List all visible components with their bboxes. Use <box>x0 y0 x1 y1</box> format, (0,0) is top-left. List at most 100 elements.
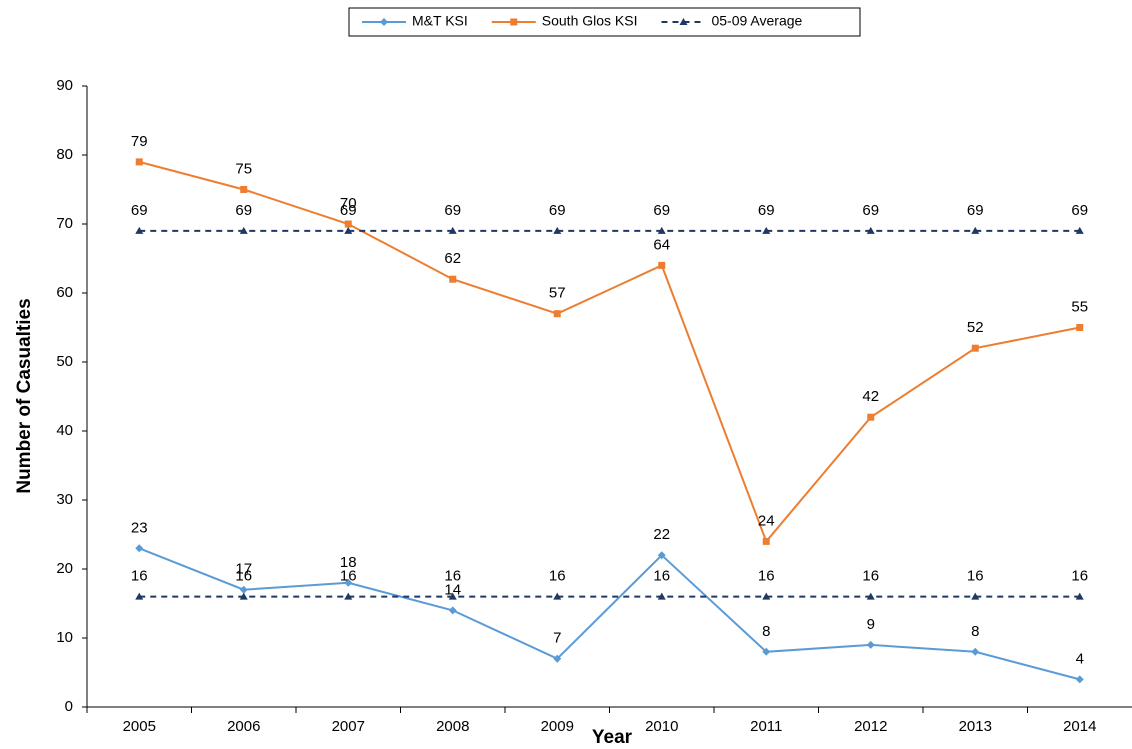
point <box>553 654 562 663</box>
data-label: 22 <box>653 526 670 543</box>
data-label: 70 <box>340 195 357 212</box>
point <box>971 226 980 234</box>
x-tick-label: 2011 <box>750 718 782 735</box>
legend-marker <box>510 18 518 26</box>
point <box>657 226 666 234</box>
data-label: 69 <box>131 202 148 219</box>
y-tick-label: 60 <box>56 284 73 301</box>
point <box>1076 324 1084 331</box>
point <box>448 226 457 234</box>
data-label: 16 <box>340 568 357 585</box>
point <box>135 544 144 553</box>
x-tick-label: 2010 <box>645 718 678 735</box>
data-label: 16 <box>444 568 461 585</box>
data-label: 69 <box>549 202 566 219</box>
point <box>344 220 352 228</box>
data-label: 69 <box>967 202 984 219</box>
y-tick-label: 90 <box>56 77 73 94</box>
y-tick-label: 40 <box>56 422 73 439</box>
data-label: 75 <box>235 160 252 177</box>
data-label: 69 <box>862 202 879 219</box>
y-axis-title: Number of Casualties <box>14 298 35 493</box>
data-label: 55 <box>1071 298 1088 315</box>
point <box>866 640 875 649</box>
point <box>135 158 143 166</box>
point <box>866 226 875 234</box>
data-label: 42 <box>862 388 879 405</box>
point <box>762 592 771 600</box>
x-tick-label: 2007 <box>332 718 365 735</box>
data-label: 52 <box>967 319 984 336</box>
point <box>971 647 980 656</box>
data-label: 16 <box>967 568 984 585</box>
series-line <box>138 547 1081 681</box>
data-label: 69 <box>340 202 357 219</box>
point <box>135 226 144 234</box>
data-label: 64 <box>653 236 670 253</box>
point <box>344 226 353 234</box>
data-label: 16 <box>862 568 879 585</box>
legend-label: M&T KSI <box>412 13 468 29</box>
data-label: 57 <box>549 285 566 302</box>
y-tick-label: 30 <box>56 491 73 508</box>
x-tick-label: 2009 <box>541 718 574 735</box>
y-tick-label: 50 <box>56 353 73 370</box>
point <box>658 261 666 269</box>
data-label: 9 <box>867 616 875 633</box>
point <box>449 275 457 283</box>
data-label: 16 <box>653 568 670 585</box>
x-tick-label: 2005 <box>123 718 156 735</box>
point <box>344 592 353 600</box>
point <box>240 186 248 193</box>
point <box>448 606 457 615</box>
legend-label: 05-09 Average <box>711 13 802 29</box>
point <box>239 585 248 594</box>
point <box>867 413 875 421</box>
y-tick-label: 70 <box>56 215 73 232</box>
point <box>1075 592 1084 600</box>
data-label: 7 <box>553 630 561 647</box>
data-label: 23 <box>131 519 148 536</box>
point <box>553 592 562 600</box>
y-tick-label: 10 <box>56 629 73 646</box>
data-label: 24 <box>758 512 775 529</box>
y-tick-label: 20 <box>56 560 73 577</box>
series-line <box>138 160 1080 544</box>
point <box>971 592 980 600</box>
point <box>866 592 875 600</box>
data-label: 69 <box>758 202 775 219</box>
x-tick-label: 2012 <box>854 718 887 735</box>
data-label: 8 <box>762 623 770 640</box>
point <box>657 551 666 560</box>
point <box>1075 675 1084 684</box>
data-label: 8 <box>971 623 979 640</box>
data-label: 62 <box>444 250 461 267</box>
point <box>657 592 666 600</box>
data-label: 69 <box>235 202 252 219</box>
data-label: 16 <box>758 568 775 585</box>
point <box>239 226 248 234</box>
legend-label: South Glos KSI <box>542 13 638 29</box>
point <box>762 537 770 545</box>
x-tick-label: 2006 <box>227 718 260 735</box>
data-label: 79 <box>131 133 148 150</box>
legend-box <box>348 7 861 37</box>
data-label: 69 <box>1071 202 1088 219</box>
y-tick-label: 80 <box>56 146 73 163</box>
point <box>1075 226 1084 234</box>
legend-marker <box>679 18 688 25</box>
data-label: 16 <box>131 568 148 585</box>
point <box>762 226 771 234</box>
x-tick-label: 2014 <box>1063 718 1096 735</box>
data-label: 18 <box>340 554 357 571</box>
data-label: 14 <box>444 581 461 598</box>
point <box>762 647 771 656</box>
data-label: 16 <box>549 568 566 585</box>
x-tick-label: 2013 <box>959 718 992 735</box>
point <box>344 578 353 587</box>
data-label: 4 <box>1076 650 1084 667</box>
point <box>239 592 248 600</box>
data-label: 69 <box>444 202 461 219</box>
data-label: 16 <box>235 568 252 585</box>
